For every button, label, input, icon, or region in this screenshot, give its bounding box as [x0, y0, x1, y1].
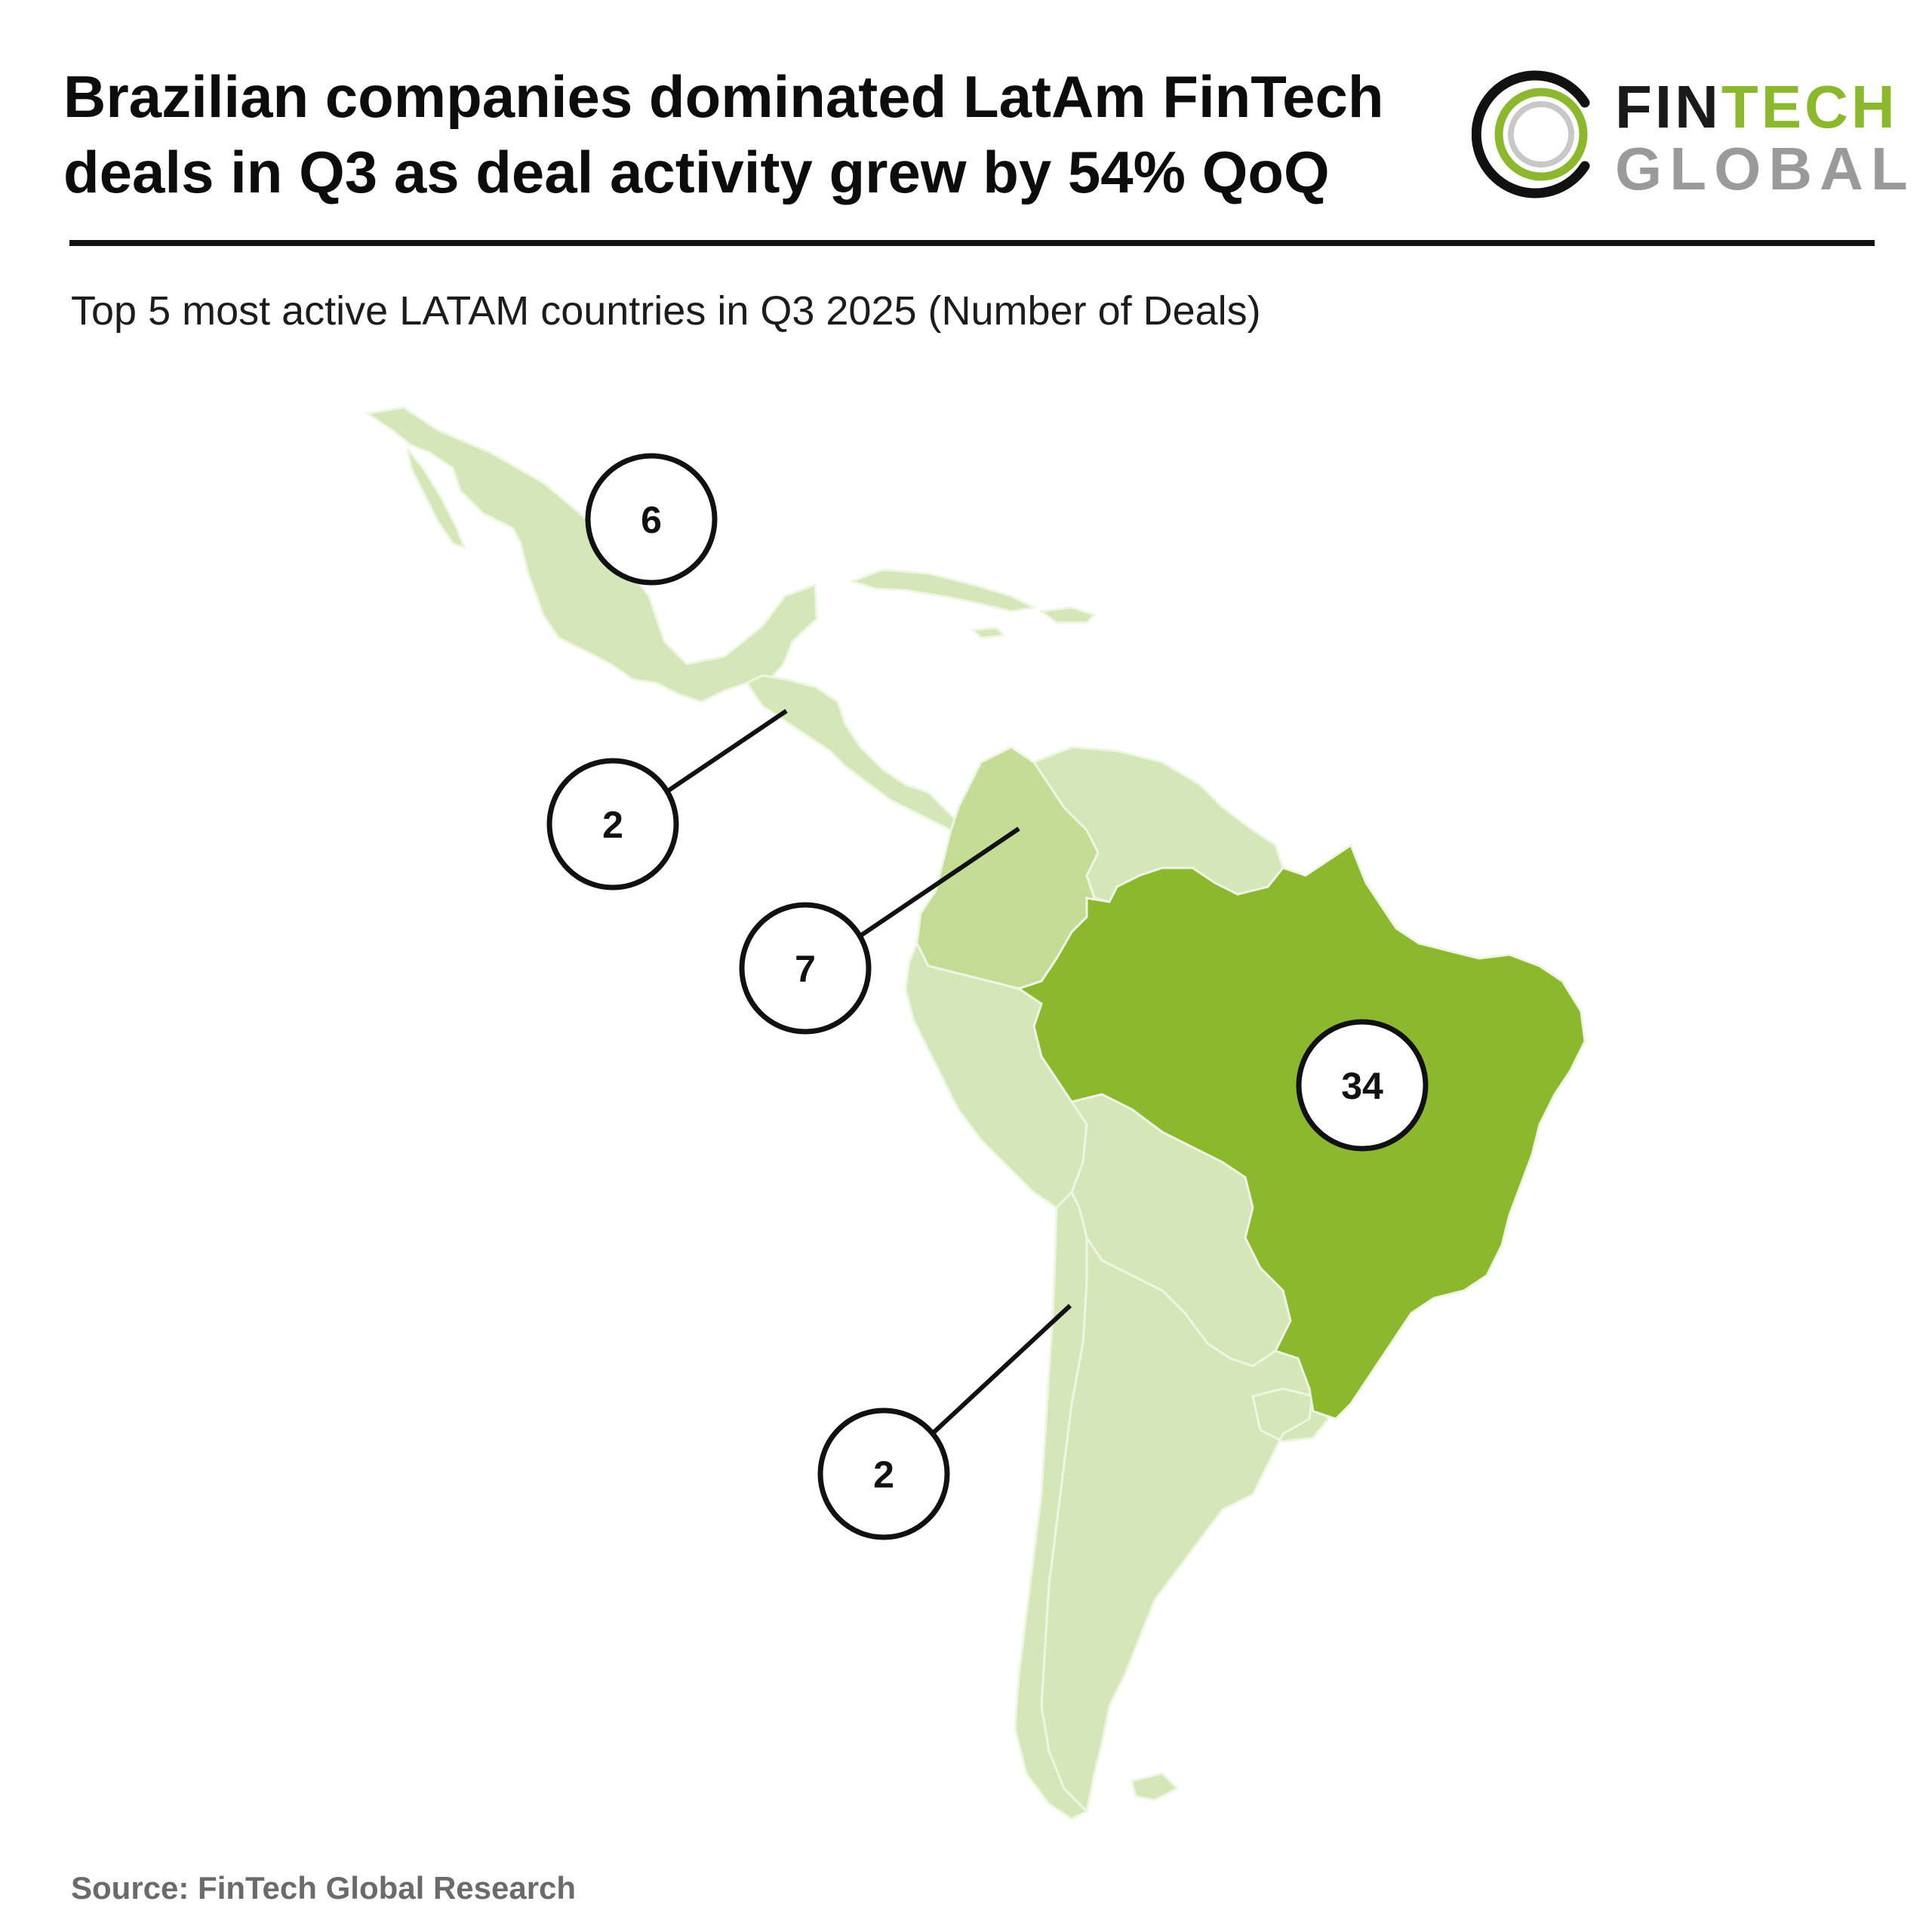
logo-word-global: GLOBAL	[1615, 135, 1915, 202]
country-argentina-uruguay	[1040, 1234, 1330, 1814]
bubble-mexico: 6	[585, 453, 718, 586]
source-note: Source: FinTech Global Research	[71, 1870, 577, 1906]
chart-title: Brazilian companies dominated LatAm FinT…	[63, 59, 1467, 210]
country-mexico	[365, 406, 818, 703]
logo-word-fintech: FINTECH	[1615, 77, 1898, 137]
chart-subtitle: Top 5 most active LATAM countries in Q3 …	[71, 288, 1261, 334]
bubble-chile: 2	[817, 1407, 950, 1540]
deal-count-chile: 2	[873, 1454, 894, 1496]
fintech-global-logo: FINTECH GLOBAL	[1472, 66, 1908, 202]
bubble-colombia: 7	[739, 902, 872, 1035]
deal-count-colombia: 7	[795, 948, 816, 990]
bubble-central-america: 2	[546, 758, 679, 891]
deal-count-central-america: 2	[602, 804, 623, 846]
logo-ring-icon	[1472, 70, 1590, 198]
deal-count-mexico: 6	[641, 499, 662, 541]
connector-colombia	[859, 826, 1020, 938]
bubble-brazil: 34	[1296, 1019, 1429, 1152]
country-central-america	[745, 674, 961, 832]
title-line-1: Brazilian companies dominated LatAm FinT…	[63, 63, 1384, 130]
logo-word-tech: TECH	[1721, 73, 1898, 140]
title-line-2: deals in Q3 as deal activity grew by 54%…	[63, 139, 1330, 205]
country-brazil	[1016, 843, 1586, 1420]
connector-central-america	[666, 709, 788, 793]
connector-chile	[930, 1303, 1072, 1436]
deal-count-brazil: 34	[1341, 1065, 1383, 1107]
header-divider	[69, 240, 1875, 246]
logo-word-fin: FIN	[1615, 73, 1721, 140]
caribbean-islands	[849, 568, 1097, 639]
